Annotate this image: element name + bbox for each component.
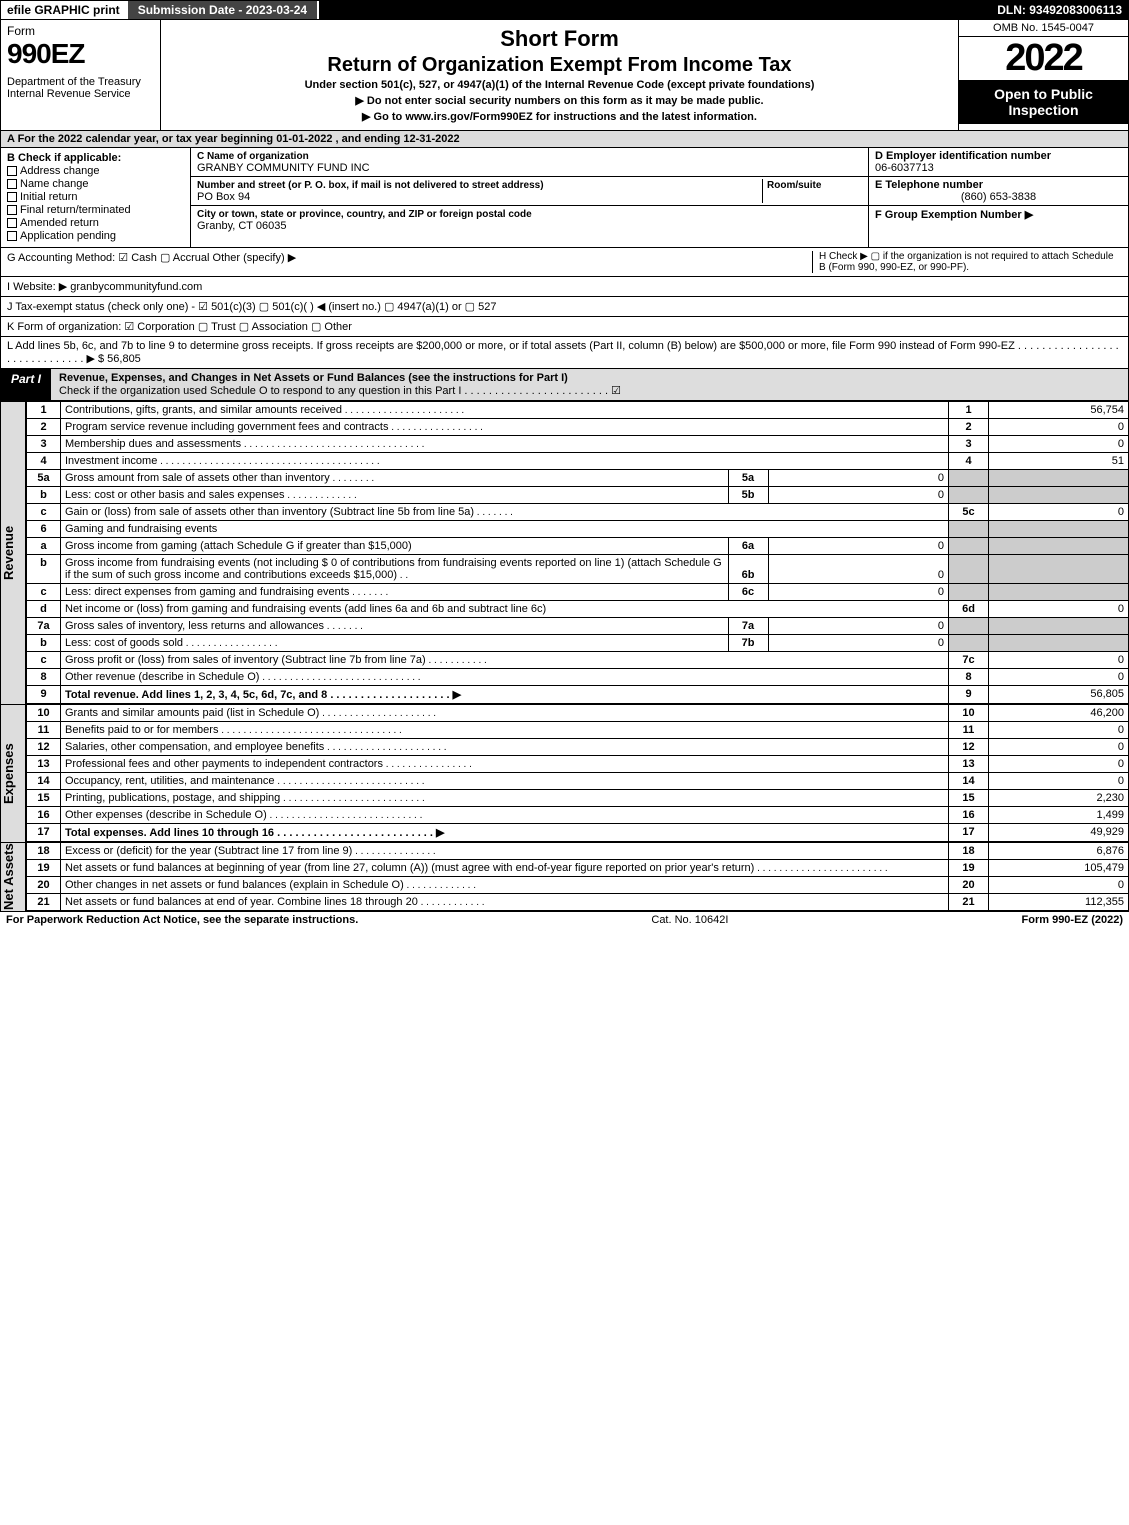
section-b: B Check if applicable: Address change Na… — [1, 148, 191, 247]
short-form-title: Short Form — [169, 26, 950, 52]
section-g-h: G Accounting Method: ☑ Cash ▢ Accrual Ot… — [0, 248, 1129, 277]
table-row: 17Total expenses. Add lines 10 through 1… — [27, 824, 1129, 842]
table-row: bLess: cost of goods sold . . . . . . . … — [27, 635, 1129, 652]
table-row: 11Benefits paid to or for members . . . … — [27, 722, 1129, 739]
table-row: cGross profit or (loss) from sales of in… — [27, 652, 1129, 669]
org-address: PO Box 94 — [197, 191, 250, 203]
dln: DLN: 93492083006113 — [991, 1, 1128, 19]
form-id-block: Form 990EZ Department of the Treasury In… — [1, 20, 161, 130]
dept-treasury: Department of the Treasury — [7, 76, 154, 88]
table-row: cLess: direct expenses from gaming and f… — [27, 584, 1129, 601]
phone-value: (860) 653-3838 — [875, 191, 1122, 203]
part-1-header: Part I Revenue, Expenses, and Changes in… — [0, 369, 1129, 401]
table-row: 12Salaries, other compensation, and empl… — [27, 739, 1129, 756]
revenue-side-label: Revenue — [0, 401, 26, 704]
form-label: Form — [7, 24, 154, 38]
form-header: Form 990EZ Department of the Treasury In… — [0, 20, 1129, 131]
line-i[interactable]: I Website: ▶ granbycommunityfund.com — [0, 277, 1129, 297]
paperwork-notice: For Paperwork Reduction Act Notice, see … — [6, 914, 358, 926]
return-title: Return of Organization Exempt From Incom… — [169, 54, 950, 77]
gross-receipts: 56,805 — [107, 353, 141, 365]
open-inspection: Open to Public Inspection — [959, 80, 1128, 124]
f-label: F Group Exemption Number ▶ — [875, 208, 1122, 221]
line-j: J Tax-exempt status (check only one) - ☑… — [0, 297, 1129, 317]
cat-no: Cat. No. 10642I — [651, 914, 728, 926]
form-ref: Form 990-EZ (2022) — [1022, 914, 1123, 926]
form-title-block: Short Form Return of Organization Exempt… — [161, 20, 958, 130]
table-row: dNet income or (loss) from gaming and fu… — [27, 601, 1129, 618]
table-row: 5aGross amount from sale of assets other… — [27, 470, 1129, 487]
table-row: 2Program service revenue including gover… — [27, 419, 1129, 436]
line-l: L Add lines 5b, 6c, and 7b to line 9 to … — [0, 337, 1129, 369]
table-row: 6Gaming and fundraising events — [27, 521, 1129, 538]
table-row: 14Occupancy, rent, utilities, and mainte… — [27, 773, 1129, 790]
revenue-section: Revenue 1Contributions, gifts, grants, a… — [0, 401, 1129, 704]
part-1-num: Part I — [1, 369, 51, 400]
table-row: cGain or (loss) from sale of assets othe… — [27, 504, 1129, 521]
table-row: 21Net assets or fund balances at end of … — [27, 894, 1129, 911]
room-label: Room/suite — [767, 180, 821, 191]
table-row: 20Other changes in net assets or fund ba… — [27, 877, 1129, 894]
part-1-check: Check if the organization used Schedule … — [59, 385, 621, 397]
e-label: E Telephone number — [875, 179, 1122, 191]
table-row: 10Grants and similar amounts paid (list … — [27, 705, 1129, 722]
form-number: 990EZ — [7, 38, 154, 70]
table-row: 18Excess or (deficit) for the year (Subt… — [27, 843, 1129, 860]
table-row: 3Membership dues and assessments . . . .… — [27, 436, 1129, 453]
table-row: aGross income from gaming (attach Schedu… — [27, 538, 1129, 555]
expenses-side-label: Expenses — [0, 704, 26, 842]
line-a: A For the 2022 calendar year, or tax yea… — [0, 131, 1129, 148]
tax-year: 2022 — [959, 37, 1128, 80]
chk-final-return[interactable]: Final return/terminated — [7, 204, 184, 216]
table-row: 9Total revenue. Add lines 1, 2, 3, 4, 5c… — [27, 686, 1129, 704]
chk-name-change[interactable]: Name change — [7, 178, 184, 190]
chk-amended[interactable]: Amended return — [7, 217, 184, 229]
table-row: 13Professional fees and other payments t… — [27, 756, 1129, 773]
section-d-e-f: D Employer identification number 06-6037… — [868, 148, 1128, 247]
net-assets-side-label: Net Assets — [0, 842, 26, 911]
table-row: 7aGross sales of inventory, less returns… — [27, 618, 1129, 635]
table-row: bLess: cost or other basis and sales exp… — [27, 487, 1129, 504]
chk-pending[interactable]: Application pending — [7, 230, 184, 242]
chk-address-change[interactable]: Address change — [7, 165, 184, 177]
efile-print-label[interactable]: efile GRAPHIC print — [1, 1, 126, 19]
ein-value: 06-6037713 — [875, 162, 1122, 174]
table-row: 8Other revenue (describe in Schedule O) … — [27, 669, 1129, 686]
section-c: C Name of organization GRANBY COMMUNITY … — [191, 148, 868, 247]
org-city: Granby, CT 06035 — [197, 220, 286, 232]
section-subtitle: Under section 501(c), 527, or 4947(a)(1)… — [169, 79, 950, 91]
omb-number: OMB No. 1545-0047 — [959, 20, 1128, 37]
part-1-title: Revenue, Expenses, and Changes in Net As… — [51, 369, 1128, 400]
table-row: 15Printing, publications, postage, and s… — [27, 790, 1129, 807]
table-row: bGross income from fundraising events (n… — [27, 555, 1129, 584]
submission-date: Submission Date - 2023-03-24 — [126, 1, 319, 19]
table-row: 16Other expenses (describe in Schedule O… — [27, 807, 1129, 824]
table-row: 19Net assets or fund balances at beginni… — [27, 860, 1129, 877]
line-g: G Accounting Method: ☑ Cash ▢ Accrual Ot… — [7, 251, 812, 273]
block-b-through-f: B Check if applicable: Address change Na… — [0, 148, 1129, 248]
expenses-section: Expenses 10Grants and similar amounts pa… — [0, 704, 1129, 842]
b-header: B Check if applicable: — [7, 152, 184, 164]
goto-link[interactable]: ▶ Go to www.irs.gov/Form990EZ for instru… — [169, 110, 950, 123]
table-row: 4Investment income . . . . . . . . . . .… — [27, 453, 1129, 470]
year-block: OMB No. 1545-0047 2022 Open to Public In… — [958, 20, 1128, 130]
page-footer: For Paperwork Reduction Act Notice, see … — [0, 911, 1129, 928]
ssn-warning: ▶ Do not enter social security numbers o… — [169, 94, 950, 107]
line-k: K Form of organization: ☑ Corporation ▢ … — [0, 317, 1129, 337]
efile-header: efile GRAPHIC print Submission Date - 20… — [0, 0, 1129, 20]
line-h: H Check ▶ ▢ if the organization is not r… — [812, 251, 1122, 273]
org-name: GRANBY COMMUNITY FUND INC — [197, 162, 370, 174]
chk-initial-return[interactable]: Initial return — [7, 191, 184, 203]
c-name-label: C Name of organization — [197, 151, 309, 162]
net-assets-section: Net Assets 18Excess or (deficit) for the… — [0, 842, 1129, 911]
d-label: D Employer identification number — [875, 150, 1122, 162]
c-addr-label: Number and street (or P. O. box, if mail… — [197, 180, 544, 191]
irs-label: Internal Revenue Service — [7, 88, 154, 100]
c-city-label: City or town, state or province, country… — [197, 209, 532, 220]
table-row: 1Contributions, gifts, grants, and simil… — [27, 402, 1129, 419]
